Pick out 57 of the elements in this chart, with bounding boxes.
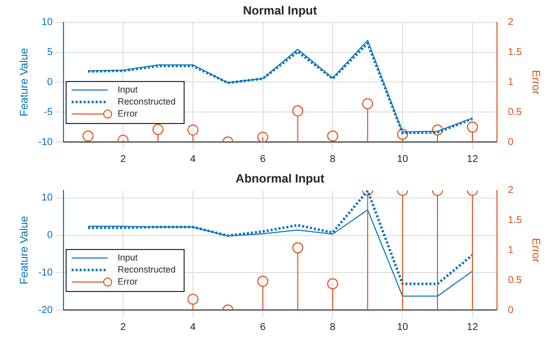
x-tick-label: 10	[397, 322, 409, 333]
y2-tick-label: 1.5	[508, 47, 522, 58]
point	[327, 278, 338, 290]
x-tick-label: 8	[330, 154, 336, 165]
y2-tick-label: 0.5	[508, 106, 522, 118]
y-tick-label: -20	[38, 304, 54, 316]
y2-tick-label: 1	[508, 244, 514, 256]
y-tick-label: -5	[44, 106, 54, 118]
point	[292, 105, 304, 116]
x-tick-label: 10	[397, 154, 409, 165]
x-tick-label: 8	[330, 322, 336, 333]
y2-tick-label: 1.5	[508, 215, 522, 226]
y-axis-title: Feature Value	[18, 48, 31, 116]
y-tick-label: 0	[47, 230, 54, 241]
x-tick-label: 2	[120, 322, 126, 333]
legend-label: Input	[118, 252, 138, 262]
y2-tick-label: 2	[508, 17, 514, 28]
y-tick-label: -10	[38, 136, 54, 148]
y-tick-label: 5	[47, 47, 54, 58]
y2-tick-label: 1	[508, 76, 514, 88]
point	[292, 242, 304, 254]
chart-title: Normal Input	[243, 4, 317, 18]
point	[152, 124, 164, 135]
point	[362, 98, 374, 110]
point	[257, 132, 268, 142]
y2-axis-title: Error	[529, 238, 542, 263]
x-tick-label: 6	[260, 154, 266, 165]
x-tick-label: 2	[120, 154, 126, 165]
x-tick-label: 6	[260, 322, 266, 333]
y-tick-label: 0	[47, 76, 54, 88]
point	[187, 124, 198, 136]
x-tick-label: 12	[466, 154, 478, 165]
chart-title: Abnormal Input	[236, 172, 324, 186]
y2-tick-label: 0	[508, 136, 514, 148]
legend-label: Error	[118, 108, 138, 118]
point	[397, 128, 408, 140]
legend-label: Reconstructed	[118, 264, 176, 274]
point	[187, 294, 198, 305]
point	[466, 122, 478, 133]
point	[257, 276, 268, 287]
y2-tick-label: 2	[508, 185, 514, 196]
y2-tick-label: 0	[508, 304, 514, 316]
x-tick-label: 4	[190, 154, 196, 165]
point	[432, 124, 443, 136]
legend-label: Error	[118, 276, 138, 286]
y-tick-label: 10	[42, 192, 54, 204]
y-tick-label: -10	[38, 267, 54, 278]
y-tick-label: 10	[42, 17, 54, 28]
y2-tick-label: 0.5	[508, 274, 522, 286]
x-tick-label: 4	[190, 322, 196, 333]
legend-label: Reconstructed	[118, 96, 176, 106]
point	[327, 130, 338, 142]
x-tick-label: 12	[466, 322, 478, 333]
point	[82, 130, 94, 142]
legend-label: Input	[118, 84, 138, 94]
y-axis-title: Feature Value	[18, 216, 31, 284]
y2-axis-title: Error	[529, 70, 542, 95]
